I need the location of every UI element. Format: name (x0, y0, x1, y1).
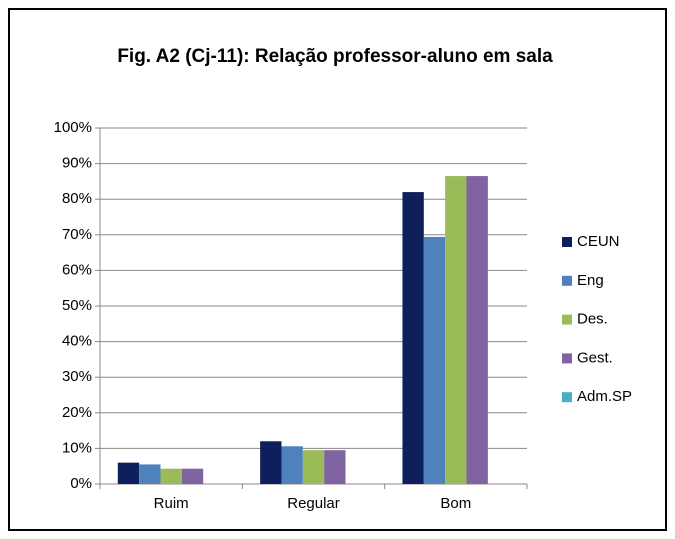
x-tick-label: Bom (440, 495, 471, 512)
bar (260, 441, 282, 484)
y-tick-label: 90% (62, 155, 92, 172)
legend-swatch (562, 353, 572, 364)
legend-label: CEUN (577, 233, 620, 250)
y-tick-label: 50% (62, 297, 92, 314)
bar (117, 462, 140, 484)
bar (160, 468, 182, 484)
legend-swatch (562, 237, 572, 247)
y-tick-label: 100% (54, 119, 92, 136)
y-tick-label: 60% (62, 261, 92, 278)
legend-label: Des. (577, 311, 608, 328)
y-tick-label: 10% (62, 439, 92, 456)
bar (445, 176, 467, 484)
y-tick-label: 30% (62, 368, 92, 385)
legend-swatch (562, 314, 572, 325)
bar (324, 450, 346, 484)
x-tick-label: Regular (287, 495, 340, 512)
x-tick-label: Ruim (154, 495, 189, 512)
bar (466, 176, 488, 484)
y-tick-label: 70% (62, 226, 92, 243)
bar (302, 450, 325, 484)
bar (281, 446, 303, 484)
legend-label: Eng (577, 272, 604, 289)
bar (402, 192, 424, 484)
bar (139, 464, 161, 484)
legend-label: Adm.SP (577, 388, 632, 405)
y-tick-label: 20% (62, 404, 92, 421)
chart-title: Fig. A2 (Cj-11): Relação professor-aluno… (117, 46, 553, 67)
chart-border (8, 8, 667, 531)
y-tick-label: 0% (70, 475, 92, 492)
legend-swatch (562, 392, 572, 403)
y-tick-label: 80% (62, 190, 92, 207)
legend-label: Gest. (577, 349, 613, 366)
bar (181, 468, 204, 484)
y-tick-label: 40% (62, 333, 92, 350)
legend-swatch (562, 275, 572, 286)
bar (423, 236, 446, 484)
